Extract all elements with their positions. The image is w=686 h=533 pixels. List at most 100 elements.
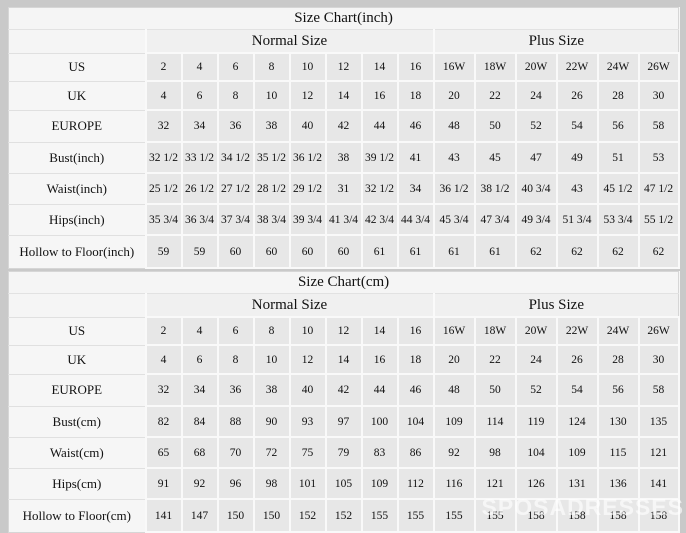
value-cell: 141 <box>144 498 183 533</box>
value-cell: 112 <box>396 467 435 500</box>
value-cell: 61 <box>432 234 476 269</box>
table-row: Hollow to Floor(inch) 59 59 60 60 60 60 61 61 61 6… <box>8 234 680 269</box>
value-cell: 26W <box>637 316 680 346</box>
value-cell: 32 <box>144 109 183 143</box>
size-chart-cm-table: Size Chart(cm) Normal Size Plus Size US 2 4 6 8… <box>8 271 680 533</box>
value-cell: 61 <box>360 234 399 269</box>
value-cell: 56 <box>596 373 640 407</box>
column-group-header: Normal Size <box>144 293 434 317</box>
value-cell: 53 3/4 <box>596 203 640 236</box>
table-row: Hips(inch) 35 3/4 36 3/4 37 3/4 38 3/4 39 3/4… <box>8 203 680 236</box>
value-cell: 101 <box>288 467 327 500</box>
value-cell: 32 1/2 <box>360 172 399 205</box>
value-cell: 42 <box>324 109 363 143</box>
table-row: Bust(cm) 82 84 88 90 93 97 100 104 109 114 119 124 13… <box>8 405 680 438</box>
value-cell: 25 1/2 <box>144 172 183 205</box>
value-cell: 105 <box>324 467 363 500</box>
value-cell: 26W <box>637 52 680 82</box>
value-cell: 50 <box>473 373 517 407</box>
value-cell: 34 <box>396 172 435 205</box>
value-cell: 104 <box>396 405 435 438</box>
value-cell: 59 <box>144 234 183 269</box>
value-cell: 8 <box>216 80 255 111</box>
row-label: Waist(cm) <box>8 436 146 468</box>
row-label: US <box>8 316 146 345</box>
value-cell: 41 <box>396 141 435 174</box>
value-cell: 49 <box>555 141 599 174</box>
value-cell: 114 <box>473 405 517 438</box>
column-group-header: Plus Size <box>432 29 679 53</box>
row-label: Bust(cm) <box>8 405 146 437</box>
value-cell: 32 1/2 <box>144 141 183 174</box>
value-cell: 44 <box>360 373 399 407</box>
value-cell: 45 1/2 <box>596 172 640 205</box>
value-cell: 36 1/2 <box>288 141 327 174</box>
corner-cell <box>8 293 146 317</box>
value-cell: 42 3/4 <box>360 203 399 236</box>
value-cell: 155 <box>360 498 399 533</box>
value-cell: 90 <box>252 405 291 438</box>
value-cell: 86 <box>396 436 435 469</box>
value-cell: 152 <box>324 498 363 533</box>
value-cell: 38 <box>252 373 291 407</box>
table-row: EUROPE 32 34 36 38 40 42 44 46 48 50 52 54 56 58 <box>8 373 680 407</box>
value-cell: 28 1/2 <box>252 172 291 205</box>
value-cell: 34 1/2 <box>216 141 255 174</box>
value-cell: 150 <box>216 498 255 533</box>
value-cell: 34 <box>180 109 219 143</box>
value-cell: 51 3/4 <box>555 203 599 236</box>
value-cell: 93 <box>288 405 327 438</box>
value-cell: 56 <box>596 109 640 143</box>
value-cell: 62 <box>596 234 640 269</box>
value-cell: 16 <box>396 316 435 346</box>
value-cell: 88 <box>216 405 255 438</box>
row-label: US <box>8 52 146 81</box>
value-cell: 121 <box>637 436 680 469</box>
value-cell: 62 <box>514 234 558 269</box>
value-cell: 22W <box>555 316 599 346</box>
value-cell: 62 <box>555 234 599 269</box>
value-cell: 109 <box>432 405 476 438</box>
value-cell: 52 <box>514 109 558 143</box>
value-cell: 26 <box>555 344 599 375</box>
table-title: Size Chart(inch) <box>8 7 679 30</box>
value-cell: 8 <box>216 344 255 375</box>
value-cell: 155 <box>396 498 435 533</box>
row-label: Hollow to Floor(inch) <box>8 234 146 268</box>
value-cell: 126 <box>514 467 558 500</box>
value-cell: 92 <box>432 436 476 469</box>
value-cell: 16 <box>360 80 399 111</box>
value-cell: 38 <box>324 141 363 174</box>
value-cell: 24 <box>514 344 558 375</box>
value-cell: 42 <box>324 373 363 407</box>
value-cell: 24W <box>596 52 640 82</box>
value-cell: 31 <box>324 172 363 205</box>
value-cell: 2 <box>144 52 183 82</box>
value-cell: 46 <box>396 373 435 407</box>
value-cell: 96 <box>216 467 255 500</box>
value-cell: 58 <box>637 373 680 407</box>
value-cell: 72 <box>252 436 291 469</box>
value-cell: 100 <box>360 405 399 438</box>
value-cell: 40 3/4 <box>514 172 558 205</box>
value-cell: 158 <box>514 498 558 533</box>
value-cell: 39 3/4 <box>288 203 327 236</box>
value-cell: 46 <box>396 109 435 143</box>
corner-cell <box>8 29 146 53</box>
value-cell: 98 <box>252 467 291 500</box>
value-cell: 158 <box>596 498 640 533</box>
value-cell: 155 <box>473 498 517 533</box>
value-cell: 52 <box>514 373 558 407</box>
column-group-header: Plus Size <box>432 293 679 317</box>
value-cell: 34 <box>180 373 219 407</box>
value-cell: 4 <box>180 52 219 82</box>
value-cell: 45 <box>473 141 517 174</box>
value-cell: 28 <box>596 80 640 111</box>
value-cell: 22 <box>473 80 517 111</box>
value-cell: 36 1/2 <box>432 172 476 205</box>
value-cell: 36 <box>216 373 255 407</box>
value-cell: 33 1/2 <box>180 141 219 174</box>
table-row: UK 4 6 8 10 12 14 16 18 20 22 24 26 28 30 <box>8 344 680 375</box>
value-cell: 36 <box>216 109 255 143</box>
value-cell: 60 <box>324 234 363 269</box>
